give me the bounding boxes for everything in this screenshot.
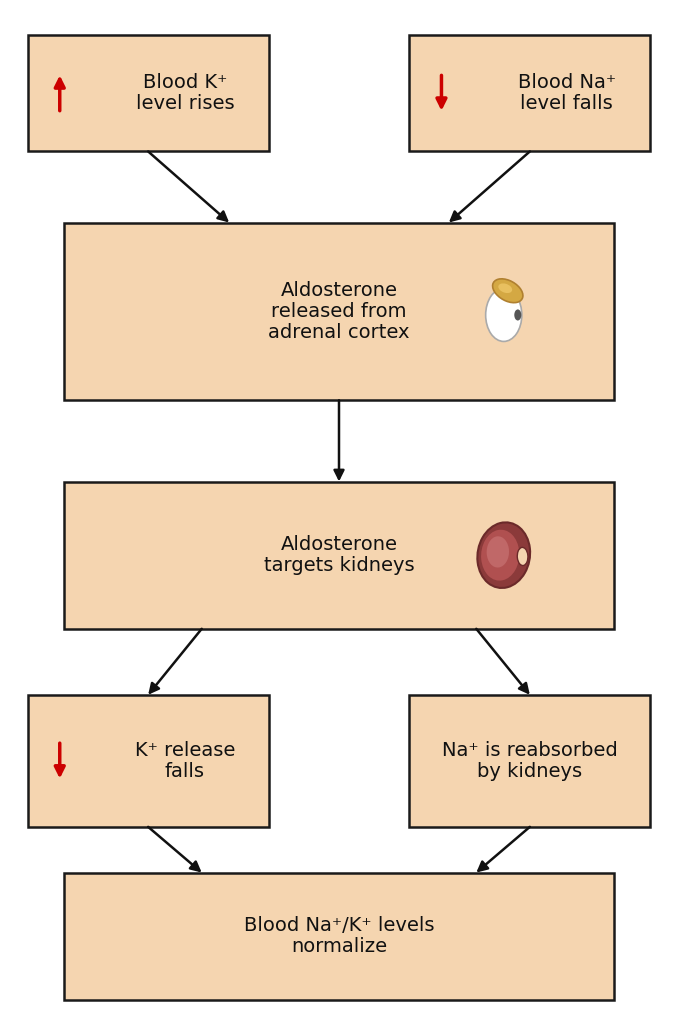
FancyBboxPatch shape: [410, 35, 650, 152]
Ellipse shape: [492, 296, 511, 329]
Ellipse shape: [485, 289, 522, 341]
Text: Aldosterone: Aldosterone: [281, 281, 397, 300]
Text: falls: falls: [165, 762, 205, 780]
Text: level falls: level falls: [520, 94, 613, 113]
FancyBboxPatch shape: [410, 695, 650, 826]
Ellipse shape: [481, 529, 519, 581]
FancyBboxPatch shape: [64, 872, 614, 999]
Ellipse shape: [487, 537, 509, 567]
Text: targets kidneys: targets kidneys: [264, 556, 414, 575]
FancyBboxPatch shape: [64, 481, 614, 629]
Text: released from: released from: [271, 302, 407, 321]
FancyBboxPatch shape: [28, 695, 268, 826]
Text: K⁺ release: K⁺ release: [135, 741, 235, 760]
Text: level rises: level rises: [136, 94, 235, 113]
Ellipse shape: [498, 284, 512, 293]
FancyBboxPatch shape: [28, 35, 268, 152]
Text: Blood Na⁺: Blood Na⁺: [517, 73, 616, 92]
Text: adrenal cortex: adrenal cortex: [268, 323, 410, 342]
Text: by kidneys: by kidneys: [477, 762, 582, 780]
FancyBboxPatch shape: [64, 222, 614, 400]
Ellipse shape: [515, 309, 521, 321]
Ellipse shape: [493, 279, 523, 303]
Text: Aldosterone: Aldosterone: [281, 536, 397, 554]
Ellipse shape: [517, 548, 528, 565]
Text: Na⁺ is reabsorbed: Na⁺ is reabsorbed: [442, 741, 618, 760]
Text: Blood Na⁺/K⁺ levels: Blood Na⁺/K⁺ levels: [244, 916, 434, 935]
Ellipse shape: [477, 522, 530, 588]
Text: Blood K⁺: Blood K⁺: [143, 73, 227, 92]
Text: normalize: normalize: [291, 937, 387, 956]
